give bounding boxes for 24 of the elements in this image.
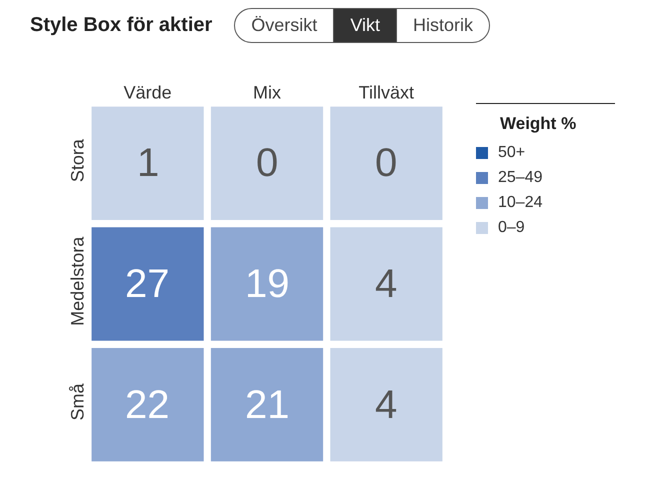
- text: Översikt: [250, 14, 318, 37]
- x-tick-label: Mix: [253, 82, 281, 102]
- x-tick-label: Värde: [124, 82, 172, 102]
- legend-title: Weight %: [500, 114, 578, 134]
- legend-label: 10–24: [498, 194, 542, 212]
- y-tick-label: Medelstora: [67, 236, 88, 326]
- data-label: 27: [125, 262, 170, 306]
- y-tick-label: Stora: [67, 138, 88, 182]
- y-tick-label: Små: [67, 382, 88, 420]
- data-label: 4: [375, 383, 398, 427]
- data-label: 22: [125, 383, 170, 427]
- legend-label: 50+: [498, 144, 526, 162]
- data-label: 0: [256, 141, 278, 185]
- legend-label: 0–9: [498, 218, 525, 236]
- x-tick-label: Tillväxt: [358, 82, 414, 102]
- data-label: 4: [375, 262, 398, 306]
- data-label: 0: [375, 141, 398, 185]
- text: Historik: [396, 9, 490, 42]
- data-label: 21: [245, 383, 290, 427]
- legend-label: 25–49: [498, 168, 542, 186]
- data-label: 1: [137, 141, 160, 185]
- data-label: 19: [245, 262, 290, 306]
- chart-title: Style Box för aktier: [30, 14, 212, 37]
- text: Vikt: [333, 9, 396, 42]
